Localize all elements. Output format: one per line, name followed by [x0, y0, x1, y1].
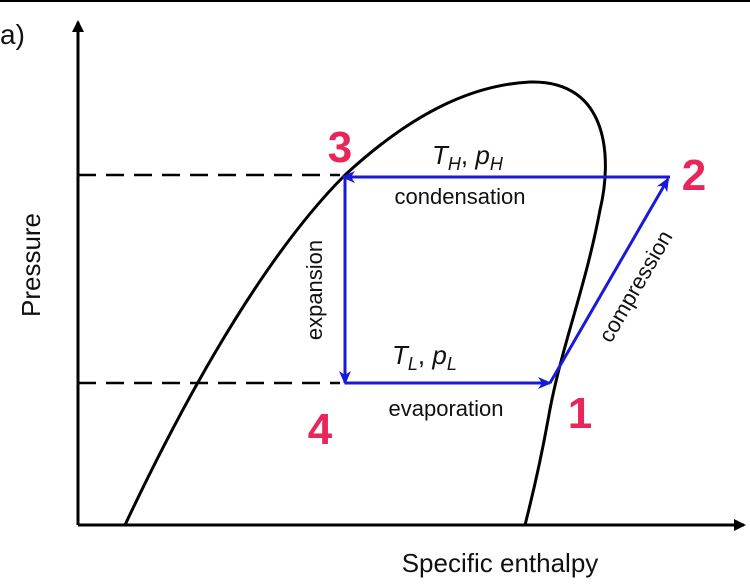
subscript: L [408, 354, 418, 374]
symbol: p [474, 140, 489, 170]
panel-label: a) [0, 19, 25, 50]
saturation-dome [123, 80, 607, 526]
subscript: L [447, 354, 457, 374]
state-label: 1 [568, 389, 592, 438]
state-label: 4 [308, 405, 333, 454]
separator: , [418, 340, 432, 370]
symbol: T [392, 340, 410, 370]
process-label: condensation [395, 184, 526, 209]
state-label: 2 [682, 151, 706, 200]
separator: , [461, 140, 475, 170]
process-label: evaporation [389, 396, 504, 421]
state-label: 3 [328, 123, 352, 172]
subscript: H [490, 154, 504, 174]
process-label: expansion [302, 240, 327, 340]
symbol: T [432, 140, 450, 170]
compression-arrow [548, 177, 670, 384]
y-axis-label: Pressure [16, 213, 46, 317]
symbol: p [431, 340, 446, 370]
subscript: H [448, 154, 462, 174]
x-axis-label: Specific enthalpy [402, 548, 599, 578]
low-condition: TL, pL [392, 340, 457, 374]
high-condition: TH, pH [432, 140, 504, 174]
